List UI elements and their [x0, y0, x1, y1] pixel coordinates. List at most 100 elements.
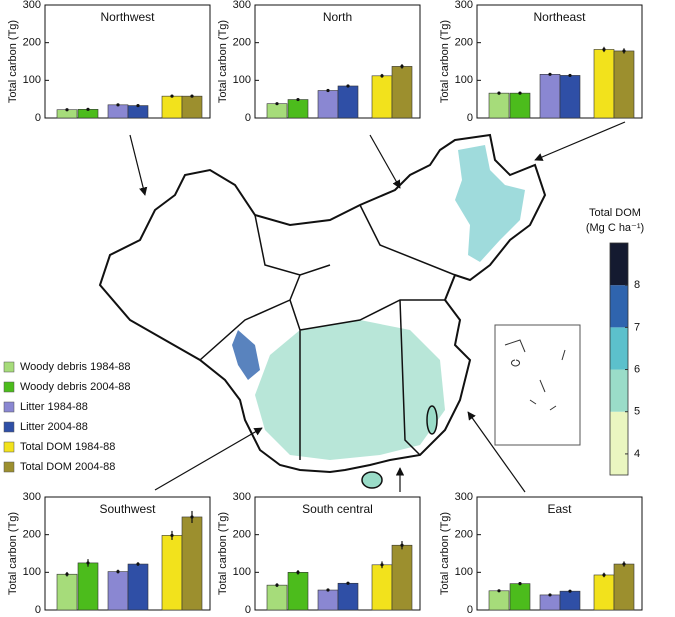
legend-swatch: [3, 361, 15, 373]
bar: [181, 516, 203, 611]
chart-title: East: [547, 502, 572, 516]
map: [98, 133, 581, 489]
y-tick-label: 0: [35, 604, 41, 616]
bar: [593, 574, 615, 611]
colorbar-tick-label: 8: [634, 279, 640, 291]
bar-top-dot: [190, 94, 194, 98]
inset-islands: [504, 339, 566, 411]
bar-top-dot: [116, 103, 120, 107]
colorbar-block: [610, 285, 628, 328]
bar: [488, 590, 510, 611]
bar: [287, 572, 309, 611]
bar: [337, 582, 359, 611]
bar: [287, 99, 309, 119]
bar-top-dot: [275, 102, 279, 106]
bar-top-dot: [548, 593, 552, 597]
bar-top-dot: [568, 73, 572, 78]
bar-chart: 0 100 200 300 Total carbon (Tg) South central: [217, 491, 421, 616]
y-axis-label: Total carbon (Tg): [439, 512, 451, 595]
bar: [391, 66, 413, 119]
bar: [77, 562, 99, 611]
colorbar-block: [610, 327, 628, 370]
y-tick-label: 300: [455, 0, 473, 11]
colorbar-unit: (Mg C ha⁻¹): [586, 222, 644, 234]
legend-swatch: [3, 421, 15, 433]
colorbar-tick-label: 7: [634, 321, 640, 333]
colorbar-frame: [609, 242, 629, 476]
y-tick-label: 300: [23, 0, 41, 11]
bar: [56, 573, 78, 611]
y-axis-label: Total carbon (Tg): [217, 512, 229, 595]
y-tick-label: 0: [245, 604, 251, 616]
y-tick-label: 100: [23, 74, 41, 86]
y-tick-label: 300: [23, 491, 41, 503]
bar: [317, 589, 339, 611]
chart-title: Northwest: [100, 10, 155, 24]
bar-top-dot: [170, 94, 174, 98]
bar: [371, 564, 393, 611]
colorbar-tick-label: 4: [634, 448, 640, 460]
legend-swatch: [3, 381, 15, 393]
bar: [107, 104, 129, 119]
legend-label: Total DOM 2004-88: [20, 461, 115, 473]
bar-top-dot: [86, 107, 90, 111]
forest-cover: [455, 145, 525, 262]
bar-chart: 0 100 200 300 Total carbon (Tg) Northwest: [7, 0, 211, 124]
south-china-sea-inset: [494, 324, 581, 446]
bar: [317, 90, 339, 119]
y-axis-label: Total carbon (Tg): [7, 20, 19, 103]
colorbar-block: [610, 369, 628, 412]
legend-label: Woody debris 1984-88: [20, 361, 130, 373]
colorbar-block: [610, 243, 628, 286]
bar-top-dot: [518, 582, 522, 586]
y-tick-label: 200: [23, 37, 41, 49]
y-tick-label: 200: [23, 529, 41, 541]
bar: [391, 544, 413, 611]
bar: [509, 92, 531, 119]
forest-cover: [255, 320, 445, 460]
hainan: [361, 471, 383, 489]
y-tick-label: 300: [455, 491, 473, 503]
taiwan: [426, 405, 438, 435]
bar-top-dot: [346, 581, 350, 585]
y-tick-label: 0: [245, 112, 251, 124]
y-tick-label: 0: [467, 604, 473, 616]
bar: [161, 535, 183, 611]
legend-label: Litter 1984-88: [20, 401, 88, 413]
bar-top-dot: [548, 72, 552, 76]
bar: [593, 49, 615, 119]
bar-top-dot: [190, 515, 194, 519]
bar-chart: 0 100 200 300 Total carbon (Tg) Southwest: [7, 491, 211, 616]
y-tick-label: 100: [455, 566, 473, 578]
y-tick-label: 100: [233, 74, 251, 86]
bar: [488, 92, 510, 119]
legend-swatch: [3, 461, 15, 473]
y-tick-label: 200: [233, 37, 251, 49]
legend-swatch: [3, 441, 15, 453]
legend-label: Woody debris 2004-88: [20, 381, 130, 393]
legend-swatch: [3, 401, 15, 413]
bar-top-dot: [602, 47, 606, 52]
colorbar-block: [610, 411, 628, 475]
bar-top-dot: [296, 570, 300, 574]
y-tick-label: 0: [467, 112, 473, 124]
colorbar-tick-label: 5: [634, 406, 640, 418]
arrow: [154, 427, 263, 491]
bar: [127, 563, 149, 611]
y-tick-label: 100: [233, 566, 251, 578]
bar-top-dot: [518, 91, 522, 95]
bar-top-dot: [622, 49, 626, 53]
y-tick-label: 100: [23, 566, 41, 578]
y-axis-label: Total carbon (Tg): [7, 512, 19, 595]
bar-top-dot: [326, 588, 330, 592]
bar: [539, 594, 561, 611]
bar-top-dot: [400, 64, 404, 68]
colorbar-tick-label: 6: [634, 363, 640, 375]
bar-top-dot: [622, 562, 626, 566]
chart-title: Northeast: [533, 10, 586, 24]
bar-top-dot: [326, 88, 330, 93]
y-tick-label: 200: [455, 37, 473, 49]
y-tick-label: 100: [455, 74, 473, 86]
y-axis-label: Total carbon (Tg): [217, 20, 229, 103]
arrow: [369, 134, 401, 189]
